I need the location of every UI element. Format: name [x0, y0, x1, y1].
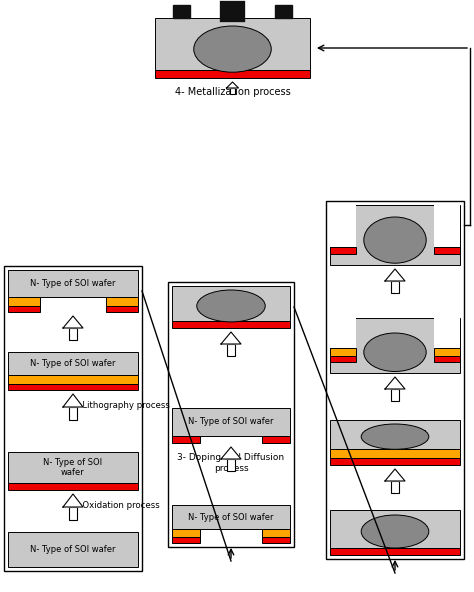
Bar [230, 88, 235, 94]
Polygon shape [385, 469, 405, 481]
Text: N: N [419, 525, 427, 533]
Text: P: P [228, 39, 237, 49]
Bar [172, 408, 290, 436]
Bar [8, 532, 138, 567]
Ellipse shape [364, 333, 426, 372]
Bar [330, 348, 356, 356]
Bar [106, 306, 138, 312]
Bar [8, 352, 138, 375]
Bar [330, 205, 460, 265]
Ellipse shape [361, 515, 429, 548]
Bar [155, 18, 310, 70]
Polygon shape [385, 377, 405, 389]
Text: 1- Oxidation process: 1- Oxidation process [71, 501, 160, 510]
Bar [326, 201, 464, 559]
Ellipse shape [361, 424, 429, 449]
Ellipse shape [194, 26, 271, 72]
Bar [330, 205, 356, 247]
Bar [275, 5, 292, 18]
Bar [172, 321, 290, 328]
Bar [227, 459, 235, 471]
Bar [330, 356, 356, 362]
Bar [172, 286, 290, 321]
Bar [330, 458, 460, 465]
Text: P: P [392, 524, 399, 534]
Text: P: P [228, 298, 235, 308]
Text: N: N [419, 430, 427, 439]
Bar [434, 247, 460, 254]
Bar [262, 436, 290, 443]
Text: N: N [364, 430, 370, 439]
Bar [224, 5, 241, 18]
Bar [69, 407, 77, 420]
Text: N: N [365, 236, 373, 244]
Text: 3- Doping and Diffusion
process: 3- Doping and Diffusion process [177, 453, 284, 472]
Bar [262, 529, 290, 537]
Bar [262, 537, 290, 543]
Bar [434, 205, 460, 247]
Polygon shape [63, 316, 83, 328]
Text: 4- Metallization process: 4- Metallization process [174, 87, 291, 97]
Bar [168, 282, 294, 547]
Text: N: N [250, 299, 256, 308]
Text: N- Type of SOI wafer: N- Type of SOI wafer [188, 417, 274, 426]
Bar [391, 281, 399, 293]
Bar [172, 505, 290, 529]
Text: N: N [365, 346, 373, 356]
Text: P: P [392, 430, 399, 439]
Ellipse shape [364, 217, 426, 263]
Bar [8, 270, 138, 297]
Polygon shape [227, 82, 238, 88]
Polygon shape [63, 494, 83, 507]
Text: N- Type of SOI wafer: N- Type of SOI wafer [30, 359, 116, 368]
Bar [69, 328, 77, 340]
Bar [8, 297, 40, 306]
Bar [155, 70, 310, 78]
Bar [8, 452, 138, 483]
Bar [330, 510, 460, 548]
Bar [330, 318, 356, 348]
Bar [330, 318, 460, 373]
Bar [172, 529, 200, 537]
Bar [434, 356, 460, 362]
Ellipse shape [197, 290, 265, 322]
Text: P: P [392, 346, 399, 356]
Text: N- Type of SOI wafer: N- Type of SOI wafer [188, 513, 274, 522]
Text: N: N [418, 346, 424, 356]
Bar [434, 318, 460, 348]
Bar [227, 344, 235, 356]
Text: 2- Lithography process: 2- Lithography process [71, 401, 170, 410]
Text: N: N [262, 39, 269, 49]
Bar [330, 548, 460, 555]
Text: P: P [392, 235, 399, 245]
Bar [8, 375, 138, 384]
Text: N: N [418, 236, 424, 244]
Polygon shape [221, 447, 241, 459]
Bar [173, 5, 190, 18]
Text: N- Type of SOI wafer: N- Type of SOI wafer [30, 279, 116, 288]
Text: N: N [206, 299, 212, 308]
Bar [4, 266, 142, 571]
Bar [330, 449, 460, 458]
Bar [391, 389, 399, 401]
Polygon shape [385, 269, 405, 281]
Bar [172, 436, 200, 443]
Bar [8, 384, 138, 390]
Bar [391, 481, 399, 493]
Bar [8, 306, 40, 312]
Text: N- Type of SOI
wafer: N- Type of SOI wafer [44, 458, 102, 477]
Bar [330, 420, 460, 449]
Text: N: N [364, 525, 370, 533]
Text: N- Type of SOI wafer: N- Type of SOI wafer [30, 545, 116, 554]
Bar [434, 348, 460, 356]
Polygon shape [63, 394, 83, 407]
Bar [69, 507, 77, 520]
Bar [106, 297, 138, 306]
Bar [8, 483, 138, 490]
Bar [172, 537, 200, 543]
Text: N: N [196, 39, 203, 49]
Bar [330, 247, 356, 254]
Polygon shape [221, 332, 241, 344]
